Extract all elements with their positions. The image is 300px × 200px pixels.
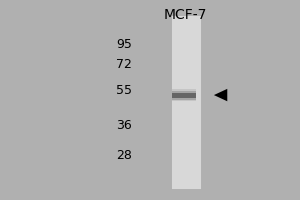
Text: 36: 36 xyxy=(116,119,132,132)
Bar xyxy=(172,89,196,101)
Text: 72: 72 xyxy=(116,58,132,71)
Text: 55: 55 xyxy=(116,84,132,97)
Polygon shape xyxy=(214,89,227,101)
Text: 28: 28 xyxy=(116,149,132,162)
Text: 95: 95 xyxy=(116,38,132,51)
Bar xyxy=(172,93,196,98)
Bar xyxy=(172,91,196,100)
Bar xyxy=(171,15,200,189)
Text: MCF-7: MCF-7 xyxy=(164,8,207,22)
